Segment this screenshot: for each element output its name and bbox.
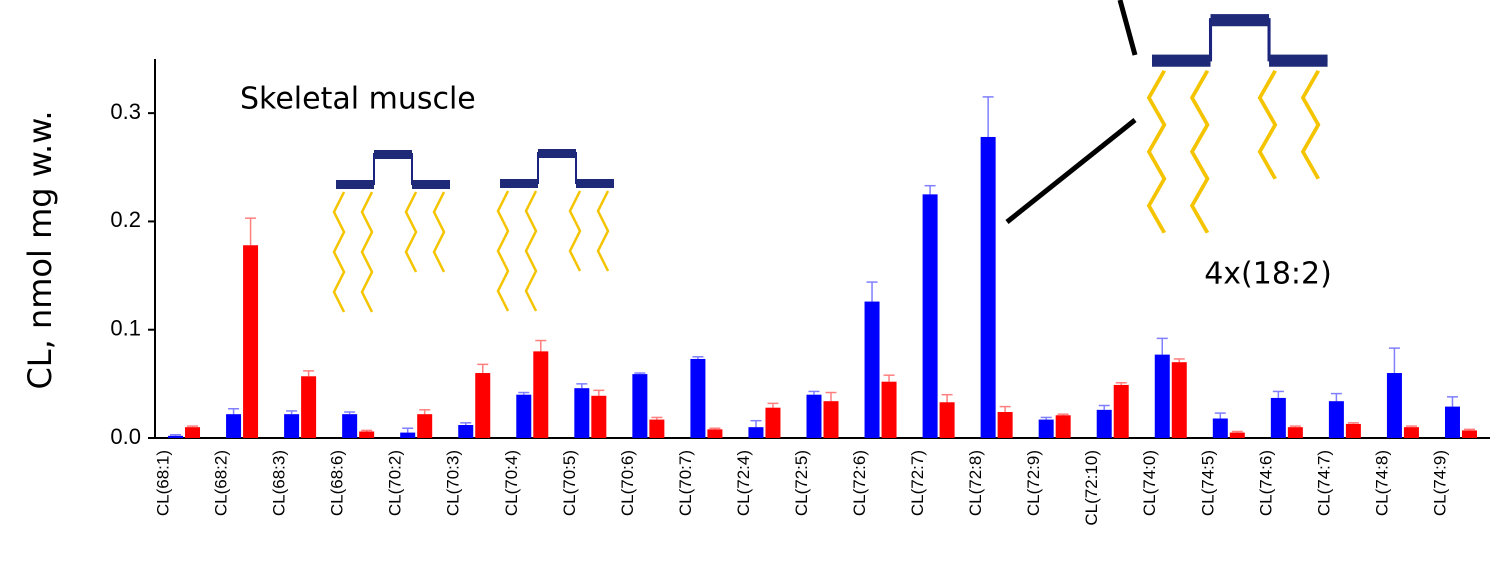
bar [591, 395, 607, 438]
x-tick-label: CL(72:10) [1082, 450, 1101, 526]
x-tick-label: CL(70:2) [386, 450, 405, 516]
lipid-icon-large [1146, 12, 1330, 235]
bar [516, 394, 532, 438]
bar [417, 414, 433, 438]
bar [301, 376, 317, 438]
bar [939, 402, 955, 438]
bar [1096, 409, 1112, 438]
pointer-line [1005, 118, 1137, 224]
bar [1229, 432, 1245, 438]
bar [533, 351, 549, 438]
x-tick-label: CL(68:2) [212, 450, 231, 516]
lipid-icon [332, 148, 452, 314]
bar [748, 427, 764, 438]
x-tick-label: CL(68:1) [154, 450, 173, 516]
bar [806, 394, 822, 438]
bar [1287, 427, 1303, 438]
bar [997, 412, 1013, 438]
bar [690, 358, 706, 438]
x-tick-label: CL(72:8) [966, 450, 985, 516]
bar [243, 245, 259, 438]
lipid-icon [496, 147, 616, 313]
bar [1328, 401, 1344, 438]
x-tick-label: CL(72:9) [1024, 450, 1043, 516]
bar [185, 427, 201, 438]
x-tick-label: CL(72:5) [792, 450, 811, 516]
bar [1154, 354, 1170, 438]
bar [359, 431, 375, 438]
y-tick-label: 0.3 [110, 99, 141, 124]
bar [649, 419, 665, 438]
x-tick-label: CL(68:3) [270, 450, 289, 516]
x-tick-label: CL(74:8) [1372, 450, 1391, 516]
pointer-line [1117, 0, 1138, 56]
x-tick-label: CL(70:7) [676, 450, 695, 516]
x-tick-label: CL(68:6) [328, 450, 347, 516]
x-tick-label: CL(74:6) [1256, 450, 1275, 516]
bar [765, 407, 781, 438]
y-axis-title: CL, nmol mg w.w. [21, 110, 59, 389]
bar [400, 432, 416, 438]
bar [922, 194, 938, 438]
x-tick-label: CL(70:4) [502, 450, 521, 516]
x-tick-label: CL(72:7) [908, 450, 927, 516]
bar [881, 381, 897, 438]
bar [707, 429, 723, 438]
bar [1113, 384, 1129, 438]
annotation: Skeletal muscle [240, 82, 476, 117]
bar [168, 435, 184, 438]
bar [1038, 419, 1054, 438]
bar [226, 414, 242, 438]
x-tick-label: CL(70:6) [618, 450, 637, 516]
bar [574, 388, 590, 438]
bar [284, 414, 300, 438]
x-tick-label: CL(74:7) [1314, 450, 1333, 516]
y-tick-label: 0.0 [110, 424, 141, 449]
x-tick-label: CL(74:0) [1140, 450, 1159, 516]
x-tick-label: CL(74:5) [1198, 450, 1217, 516]
bar [1403, 427, 1419, 438]
annotation: 4x(18:2) [1204, 257, 1332, 292]
bar [1461, 430, 1477, 438]
bar [1345, 423, 1361, 438]
bar [1055, 415, 1071, 438]
bar [980, 136, 996, 439]
bar [823, 401, 839, 438]
bar [632, 374, 648, 438]
y-tick-label: 0.1 [110, 316, 141, 341]
bar [1386, 373, 1402, 438]
x-tick-label: CL(72:4) [734, 450, 753, 516]
x-tick-label: CL(74:9) [1430, 450, 1449, 516]
x-tick-label: CL(70:3) [444, 450, 463, 516]
bar [864, 301, 880, 438]
bar [1171, 362, 1187, 438]
bar [475, 373, 491, 438]
bar [1270, 397, 1286, 438]
bar [458, 425, 474, 438]
bar [342, 414, 358, 438]
bar [1212, 418, 1228, 438]
x-tick-label: CL(70:5) [560, 450, 579, 516]
y-tick-label: 0.2 [110, 207, 141, 232]
x-tick-label: CL(72:6) [850, 450, 869, 516]
bar [1444, 406, 1460, 438]
